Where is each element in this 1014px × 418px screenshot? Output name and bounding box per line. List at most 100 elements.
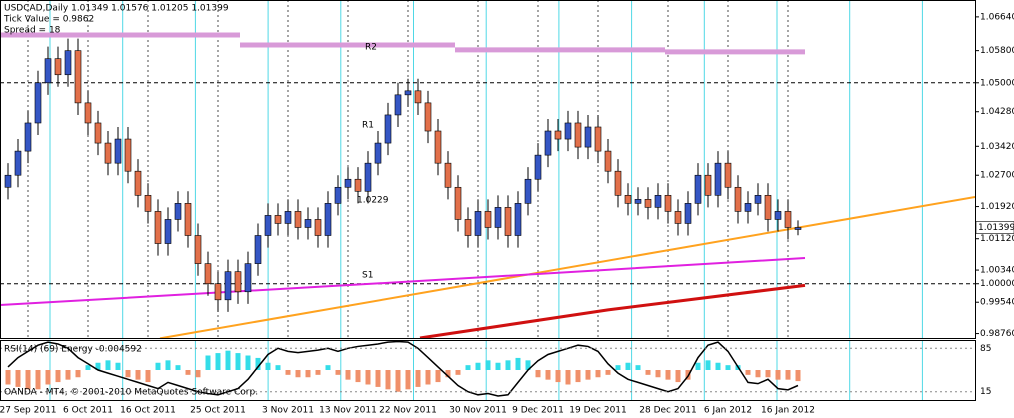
candle-body [414,90,422,104]
energy-bar [355,370,361,383]
energy-bar [135,370,141,380]
energy-bar [85,365,91,370]
energy-bar [535,370,541,378]
energy-bar [645,370,651,375]
energy-bar [195,370,201,378]
candle-body [544,130,552,156]
candle-body [664,195,672,212]
candle-body [484,211,492,228]
energy-bar [425,370,431,385]
candle-body [204,263,212,285]
candle-body [524,178,532,204]
energy-bar [155,362,161,370]
energy-bar [275,365,281,370]
candle-body [644,199,652,208]
candle-body [84,102,92,124]
y-tick-label: 1.03420 [980,142,1014,152]
energy-bar [95,362,101,370]
candle-body [304,219,312,228]
energy-bar [335,370,341,375]
energy-bar [745,370,751,375]
oscillator-plot [0,340,975,400]
candle-body [444,162,452,188]
energy-bar [525,360,531,370]
candle-body [144,195,152,212]
energy-bar [285,370,291,375]
candle-body [314,219,322,236]
energy-bar [5,370,11,385]
candle-body [684,203,692,224]
y-tick-label: 1.01920 [980,202,1014,212]
energy-bar [795,370,801,382]
energy-bar [145,370,151,383]
header-text: Spread = 18 [4,26,61,36]
candle-body [164,219,172,244]
energy-bar [315,370,321,375]
annotation: R2 [365,43,377,53]
candle-body [214,283,222,301]
header-text: USDCAD,Daily 1.01349 1.01576 1.01205 1.0… [4,4,229,14]
oscillator-label: RSI(14) (69) Energy -0.004592 [4,345,142,355]
candle-body [394,94,402,116]
rsi-line [7,340,799,397]
candle-body [4,174,12,188]
energy-bar [615,365,621,370]
candle-body [694,174,702,204]
y-tick-label: 1.00340 [980,266,1014,276]
annotation: R1 [362,121,374,131]
y-tick-label: 1.01120 [980,234,1014,244]
energy-bar [115,362,121,370]
candle-body [724,162,732,188]
candle-body [124,138,132,172]
energy-bar [325,365,331,370]
energy-bar [775,370,781,380]
y-tick-label: 1.02700 [980,171,1014,181]
candle-body [194,235,202,264]
annotation: S1 [362,271,373,281]
candle-body [64,50,72,76]
x-tick-label: 16 Oct 2011 [120,406,176,416]
energy-bar [765,370,771,378]
energy-bar [545,370,551,380]
candle-body [274,215,282,224]
candle-body [94,122,102,144]
energy-bar [665,370,671,380]
candle-body [224,271,232,301]
x-tick-label: 6 Jan 2012 [704,406,752,416]
candle-body [244,263,252,293]
main-plot: R2 R1 1.0229 S1 [0,0,975,338]
header-text: Tick Value = 0.9862 [3,15,94,25]
energy-bar [695,362,701,370]
energy-bar [485,360,491,370]
energy-bar [445,370,451,378]
y-tick-label: 1.05800 [980,46,1014,56]
last-price-label: 1.01399 [978,223,1014,233]
candle-body [104,142,112,164]
annotation: 1.0229 [357,196,389,206]
candle-body [44,58,52,84]
candle-body [754,195,762,204]
x-tick-label: 22 Nov 2011 [379,406,437,416]
candle-body [534,154,542,180]
candle-body [264,215,272,236]
candle-body [434,130,442,164]
x-tick-label: 13 Nov 2011 [319,406,377,416]
candle-body [624,195,632,204]
candle-body [294,211,302,228]
candle-body [564,122,572,140]
x-tick-label: 28 Dec 2011 [639,406,697,416]
energy-bar [565,370,571,385]
energy-bar [635,365,641,370]
candle-body [14,150,22,176]
candle-body [514,203,522,236]
oscillator-tick-label: 85 [980,344,991,354]
energy-bar [55,370,61,383]
x-tick-label: 25 Oct 2011 [190,406,246,416]
candle-body [464,219,472,236]
candle-body [184,203,192,236]
candle-body [494,207,502,228]
x-tick-label: 19 Dec 2011 [569,406,627,416]
candle-body [34,82,42,124]
energy-bar [75,370,81,378]
